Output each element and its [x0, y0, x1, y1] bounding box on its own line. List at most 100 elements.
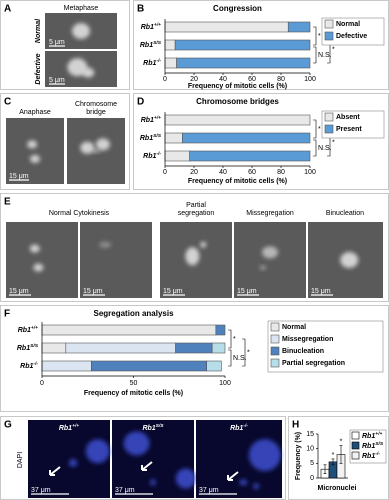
legend-swatch: [270, 346, 280, 356]
row-label: Normal: [35, 18, 42, 43]
category-label: Rb1+/+: [141, 115, 161, 124]
significance-bracket: [313, 119, 317, 139]
significance-label: N.S.: [318, 145, 332, 152]
bar-segment: [175, 342, 213, 354]
gene-name: Rb1: [20, 363, 33, 370]
genotype: S/S: [375, 441, 384, 447]
significance-bracket: [313, 46, 317, 64]
image-title: Binucleation: [326, 210, 364, 217]
x-axis-label: Frequency of mitotic cells (%): [188, 178, 287, 185]
cell-blob: [262, 246, 278, 259]
bar-segment: [164, 114, 311, 126]
gene-name: Rb1: [17, 345, 30, 352]
legend-swatch: [324, 31, 334, 41]
bar-segment: [41, 324, 217, 336]
legend-label: Present: [336, 126, 362, 133]
panel-label: G: [4, 420, 12, 431]
cell-blob: [253, 483, 260, 490]
gene-name: Rb1: [140, 42, 153, 49]
image-title: Rb1S/S: [142, 423, 164, 432]
significance-label: *: [332, 46, 335, 53]
gene-name: Rb1: [362, 453, 375, 460]
cell-blob: [175, 468, 196, 489]
cell-blob: [99, 241, 112, 248]
x-tick-label: 20: [190, 76, 198, 83]
legend-swatch: [351, 451, 360, 460]
category-label: Rb1S/S: [140, 40, 162, 49]
category-label: Rb1S/S: [140, 133, 162, 142]
image-title: Metaphase: [64, 5, 99, 12]
category-label: Rb1+/+: [18, 325, 38, 334]
bar-segment: [176, 57, 311, 69]
significance-bracket: [242, 338, 246, 367]
gene-name: Rb1: [141, 24, 154, 31]
micrograph: [6, 118, 64, 184]
panel-label: H: [292, 420, 299, 431]
x-tick-label: 20: [190, 169, 198, 176]
cell-blob: [239, 479, 248, 486]
y-tick-label: 10: [306, 446, 314, 453]
error-bar: [323, 464, 327, 474]
x-tick-label: 40: [219, 76, 227, 83]
genotype: -/-: [156, 151, 161, 157]
bar-segment: [41, 360, 92, 372]
cell-blob: [200, 241, 207, 248]
arrow: [227, 471, 239, 481]
category-label: Rb1+/+: [141, 22, 161, 31]
genotype: S/S: [156, 423, 165, 429]
x-tick-label: 50: [130, 380, 138, 387]
panel-frame: [0, 0, 130, 90]
arrow: [49, 466, 61, 476]
scale-label: 5 μm: [49, 77, 65, 84]
legend-label: Normal: [336, 21, 360, 28]
genotype: -/-: [156, 58, 161, 64]
genotype: S/S: [153, 133, 162, 139]
image-title: Partial: [186, 202, 206, 209]
legend-label: Rb1S/S: [362, 441, 384, 450]
image-title: Rb1+/+: [59, 423, 79, 432]
genotype: -/-: [33, 361, 38, 367]
scale-label: 5 μm: [49, 39, 65, 46]
x-tick-label: 0: [163, 169, 167, 176]
legend-swatch: [270, 322, 280, 332]
cell-blob: [29, 244, 40, 253]
cell-blob: [340, 252, 359, 268]
image-title: Normal Cytokinesis: [49, 210, 110, 217]
significance-label: N.S.: [318, 52, 332, 59]
significance-label: *: [318, 126, 321, 133]
micrograph: [234, 222, 306, 298]
legend-label: Partial segregation: [282, 360, 345, 367]
legend-label: Binucleation: [282, 348, 324, 355]
bar-segment: [164, 150, 190, 162]
x-tick-label: 60: [248, 76, 256, 83]
cell-blob: [259, 265, 266, 270]
gene-name: Rb1: [143, 60, 156, 67]
y-tick-label: 0: [310, 475, 314, 482]
gene-name: Rb1: [142, 425, 155, 432]
cell-blob: [85, 439, 110, 464]
significance-label: *: [332, 452, 335, 459]
x-tick-label: 80: [277, 169, 285, 176]
gene-name: Rb1: [18, 327, 31, 334]
x-tick-label: 100: [219, 380, 231, 387]
error-bar: [331, 458, 335, 466]
scale-label: 37 μm: [31, 487, 51, 494]
significance-bracket: [228, 329, 232, 349]
bar-segment: [164, 39, 176, 51]
panel-frame: [0, 93, 130, 190]
x-tick-label: 40: [219, 169, 227, 176]
y-tick-label: 15: [306, 431, 314, 438]
cell-blob: [82, 67, 95, 78]
panel-label: C: [4, 97, 11, 108]
cell-blob: [95, 138, 110, 151]
x-axis-label: Frequency of mitotic cells (%): [188, 83, 287, 90]
significance-label: *: [247, 349, 250, 356]
bar-segment: [206, 360, 222, 372]
genotype: +/+: [72, 423, 79, 429]
panel-label: E: [4, 197, 11, 208]
genotype: +/+: [375, 431, 382, 437]
category-label: Rb1-/-: [20, 361, 38, 370]
scale-label: 15 μm: [311, 288, 331, 295]
bar-segment: [182, 132, 311, 144]
x-tick-label: 0: [40, 380, 44, 387]
